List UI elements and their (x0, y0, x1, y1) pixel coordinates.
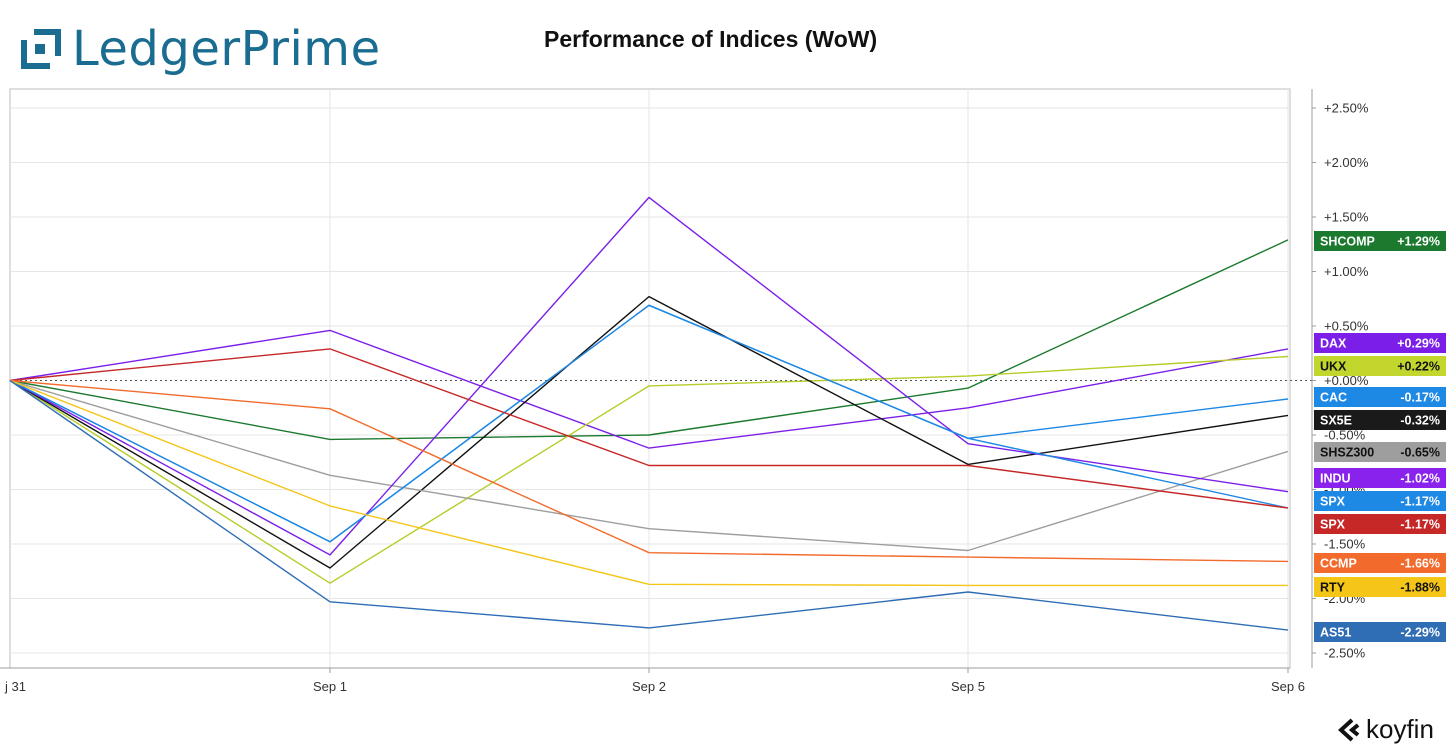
chart-legend-tags: SHCOMP +1.29% DAX +0.29% UKX +0.22% CAC -0.17% S… (1314, 231, 1446, 642)
legend-tag-value: -1.17% (1400, 495, 1440, 509)
series-line-as51 (9, 379, 1289, 631)
ledgerprime-logo-icon (21, 29, 61, 69)
legend-tag: UKX +0.22% (1314, 356, 1446, 376)
legend-tag-value: -1.88% (1400, 581, 1440, 595)
chart-grid (9, 88, 1312, 669)
x-tick-label: Sep 2 (632, 679, 666, 694)
y-tick-label: +0.00% (1324, 373, 1369, 388)
legend-tag-value: -1.66% (1400, 557, 1440, 571)
legend-tag-bg (1314, 410, 1446, 430)
legend-tag-value: -2.29% (1400, 626, 1440, 640)
y-tick-label: -0.50% (1324, 428, 1366, 443)
x-tick-label: Sep 5 (951, 679, 985, 694)
series-line-rty (9, 379, 1288, 587)
legend-tag: SPX -1.17% (1314, 514, 1446, 534)
legend-tag-value: +1.29% (1397, 235, 1440, 249)
legend-tag-bg (1314, 622, 1446, 642)
y-tick-label: +0.50% (1324, 319, 1369, 334)
legend-tag-bg (1314, 387, 1446, 407)
x-tick-label: Sep 1 (313, 679, 347, 694)
legend-tag-name: RTY (1320, 581, 1346, 595)
legend-tag-value: -0.17% (1400, 391, 1440, 405)
legend-tag-bg (1314, 442, 1446, 462)
legend-tag-bg (1314, 577, 1446, 597)
x-tick-label: j 31 (4, 679, 26, 694)
series-line-ukx (9, 355, 1289, 584)
chart-series (9, 196, 1289, 631)
ledgerprime-logo: LedgerPrime (20, 18, 381, 80)
y-tick-label: +2.50% (1324, 101, 1369, 116)
page-title: Performance of Indices (WoW) (544, 26, 878, 52)
legend-tag-name: SPX (1320, 495, 1346, 509)
series-line-shsz300 (9, 379, 1289, 552)
legend-tag-name: SX5E (1320, 414, 1352, 428)
legend-tag-value: -0.32% (1400, 414, 1440, 428)
y-tick-label: -2.50% (1324, 646, 1366, 661)
x-tick-label: Sep 6 (1271, 679, 1305, 694)
series-line-sx5e (9, 295, 1289, 569)
ledgerprime-logo-text: LedgerPrime (72, 21, 381, 77)
legend-tag: SHSZ300 -0.65% (1314, 442, 1446, 462)
legend-tag: SX5E -0.32% (1314, 410, 1446, 430)
legend-tag-name: INDU (1320, 472, 1351, 486)
legend-tag-value: -0.65% (1400, 446, 1440, 460)
y-tick-label: +1.50% (1324, 210, 1369, 225)
legend-tag-name: AS51 (1320, 626, 1351, 640)
legend-tag-name: CAC (1320, 391, 1347, 405)
legend-tag: DAX +0.29% (1314, 333, 1446, 353)
series-line-spx (9, 304, 1289, 543)
legend-tag-name: DAX (1320, 337, 1347, 351)
legend-tag: SHCOMP +1.29% (1314, 231, 1446, 251)
series-line-indu (9, 196, 1289, 556)
legend-tag-value: -1.02% (1400, 472, 1440, 486)
koyfin-text: koyfin (1366, 714, 1434, 744)
legend-tag: INDU -1.02% (1314, 468, 1446, 488)
legend-tag-name: SHSZ300 (1320, 446, 1374, 460)
legend-tag-bg (1314, 231, 1446, 251)
chart-axes: +2.50% +2.00% +1.50% +1.00% +0.50% +0.00% -0.5… (0, 89, 1369, 694)
legend-tag-name: CCMP (1320, 557, 1357, 571)
legend-tag-name: UKX (1320, 360, 1347, 374)
legend-tag-bg (1314, 514, 1446, 534)
series-line-dax (9, 329, 1289, 449)
plot-border (9, 88, 1291, 669)
legend-tag: AS51 -2.29% (1314, 622, 1446, 642)
legend-tag: CAC -0.17% (1314, 387, 1446, 407)
legend-tag: CCMP -1.66% (1314, 553, 1446, 573)
legend-tag: SPX -1.17% (1314, 491, 1446, 511)
series-line-ccmp (9, 379, 1289, 563)
series-line-spx (9, 348, 1289, 509)
y-tick-label: +1.00% (1324, 264, 1369, 279)
legend-tag-bg (1314, 468, 1446, 488)
legend-tag-bg (1314, 491, 1446, 511)
legend-tag-name: SPX (1320, 518, 1346, 532)
legend-tag-value: +0.29% (1397, 337, 1440, 351)
legend-tag-bg (1314, 333, 1446, 353)
legend-tag-name: SHCOMP (1320, 235, 1375, 249)
legend-tag: RTY -1.88% (1314, 577, 1446, 597)
legend-tag-bg (1314, 553, 1446, 573)
koyfin-watermark: koyfin (1336, 714, 1434, 745)
series-line-shcomp (9, 239, 1289, 441)
y-tick-label: -1.50% (1324, 537, 1366, 552)
legend-tag-value: +0.22% (1397, 360, 1440, 374)
koyfin-logo-icon (1338, 718, 1360, 741)
legend-tag-bg (1314, 356, 1446, 376)
y-tick-label: +2.00% (1324, 155, 1369, 170)
legend-tag-value: -1.17% (1400, 518, 1440, 532)
